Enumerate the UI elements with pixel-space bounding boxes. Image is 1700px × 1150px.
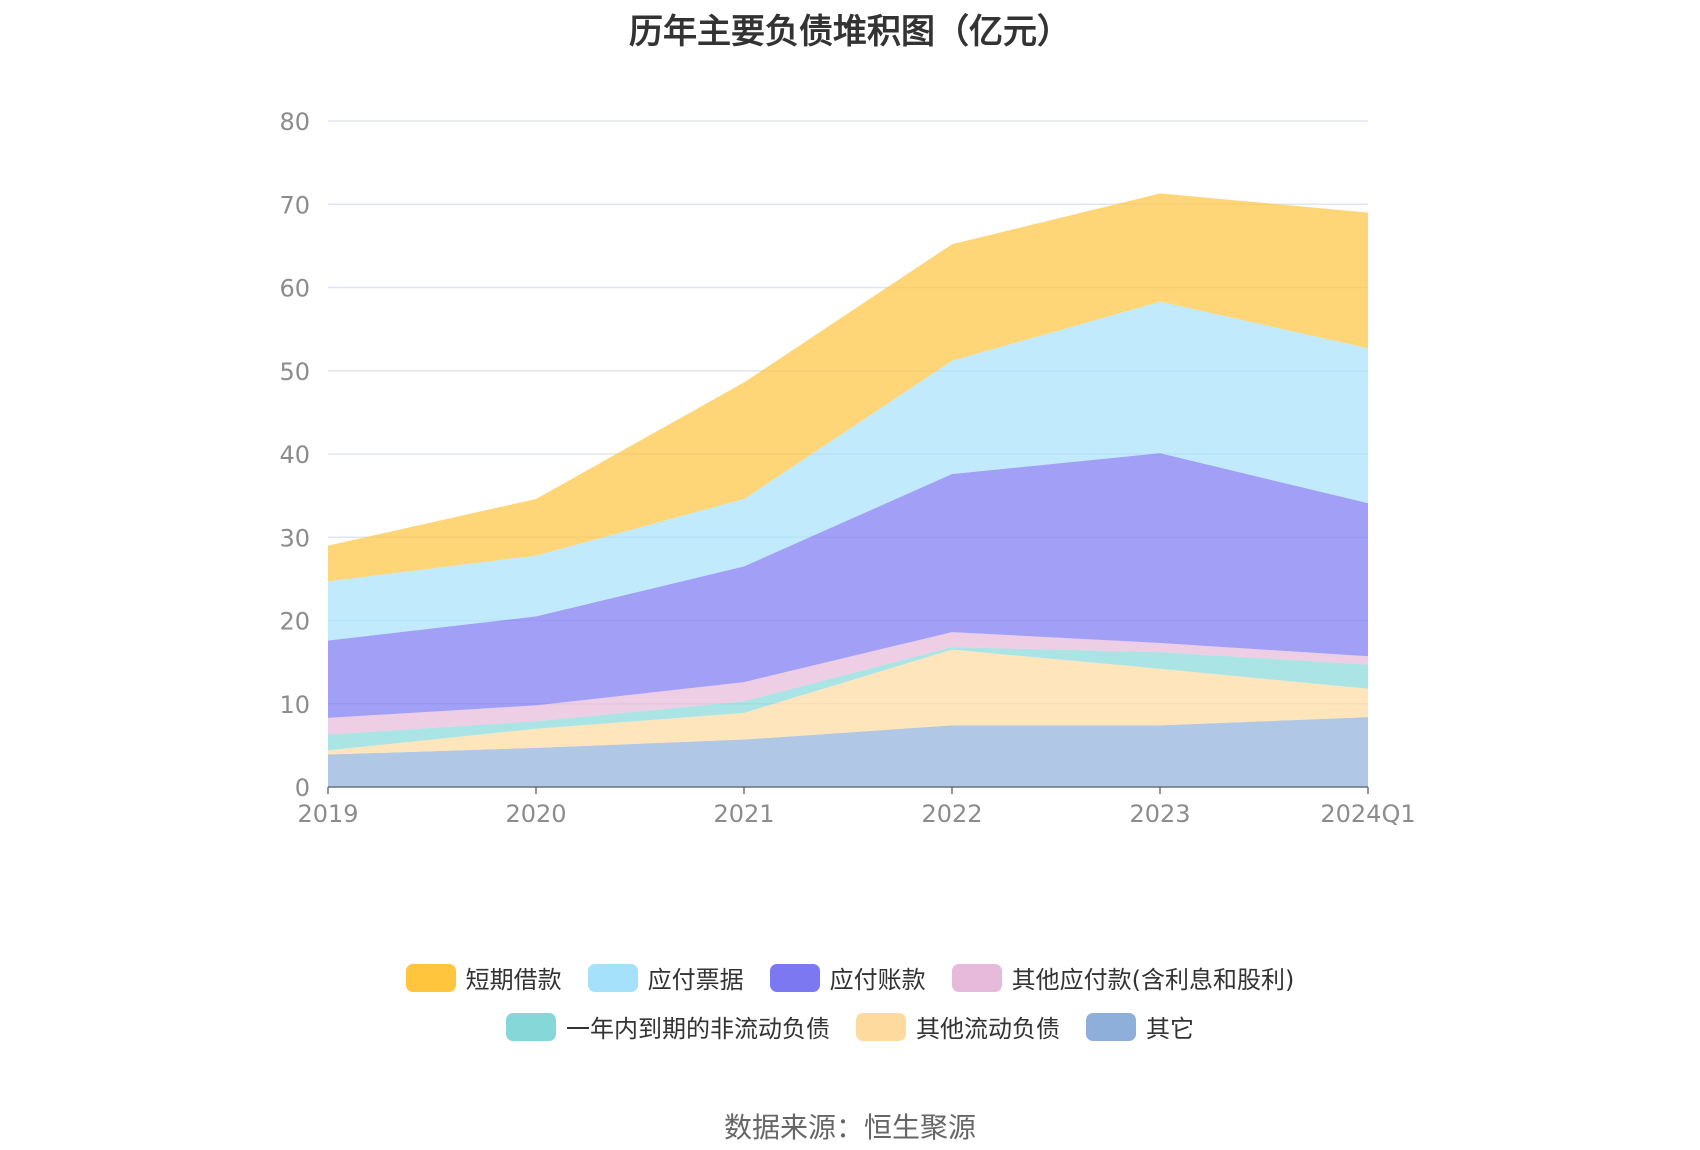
y-tick-label: 50: [279, 358, 310, 386]
x-tick-label: 2024Q1: [1320, 800, 1415, 828]
x-tick-label: 2019: [297, 800, 358, 828]
legend-swatch: [506, 1012, 556, 1041]
area-series: [328, 717, 1368, 787]
chart-title: 历年主要负债堆积图（亿元）: [629, 12, 1071, 52]
y-tick-label: 40: [279, 441, 310, 469]
legend-item-short-term-loans[interactable]: 短期借款: [405, 960, 562, 995]
y-tick-label: 0: [295, 774, 310, 802]
y-tick-label: 10: [279, 691, 310, 719]
y-tick-label: 20: [279, 608, 310, 636]
legend-swatch: [1086, 1012, 1136, 1041]
legend-label: 其他流动负债: [916, 1015, 1060, 1043]
legend-item-notes-payable[interactable]: 应付票据: [587, 960, 744, 995]
stacked-area-chart: 0 10 20 30 40 50 60 70 80 2019 2020 2021 2022 2023 202…: [279, 108, 1415, 828]
y-tick-label: 60: [279, 275, 310, 303]
legend-item-accounts-payable[interactable]: 应付账款: [769, 960, 926, 995]
x-tick-label: 2022: [921, 800, 982, 828]
legend-row-1: 短期借款 应付票据 应付账款 其他应付款(含利息和股利): [0, 960, 1700, 995]
area-series: [328, 649, 1368, 755]
y-tick-label: 30: [279, 524, 310, 552]
legend-label: 其它: [1146, 1015, 1194, 1043]
area-series: [328, 301, 1368, 641]
legend-item-others[interactable]: 其它: [1086, 1009, 1194, 1044]
area-series: [328, 453, 1368, 718]
legend-swatch: [951, 963, 1002, 992]
legend-row-2: 一年内到期的非流动负债 其他流动负债 其它: [0, 1009, 1700, 1044]
x-tick-label: 2020: [505, 800, 566, 828]
x-tick-label: 2023: [1129, 800, 1190, 828]
legend-label: 应付账款: [829, 966, 926, 994]
area-series-layer: [328, 193, 1368, 787]
legend-item-other-payables[interactable]: 其他应付款(含利息和股利): [951, 960, 1295, 995]
area-series: [328, 647, 1368, 751]
x-tick-label: 2021: [713, 800, 774, 828]
legend-swatch: [587, 963, 638, 992]
legend-label: 一年内到期的非流动负债: [566, 1015, 830, 1043]
legend-label: 应付票据: [647, 966, 744, 994]
legend-label: 短期借款: [465, 966, 562, 994]
area-series: [328, 632, 1368, 735]
legend-swatch: [405, 963, 456, 992]
area-series: [328, 193, 1368, 582]
legend-swatch: [769, 963, 820, 992]
data-source-note: 数据来源：恒生聚源: [723, 1111, 976, 1144]
legend-swatch: [856, 1012, 906, 1041]
y-tick-label: 80: [279, 108, 310, 136]
y-tick-label: 70: [279, 191, 310, 219]
legend-label: 其他应付款(含利息和股利): [1011, 966, 1295, 994]
axes: 0 10 20 30 40 50 60 70 80 2019 2020 2021 2022 2023 202…: [279, 108, 1415, 828]
legend-item-other-current-liabilities[interactable]: 其他流动负债: [856, 1009, 1060, 1044]
legend-item-current-portion-noncurrent[interactable]: 一年内到期的非流动负债: [506, 1009, 830, 1044]
